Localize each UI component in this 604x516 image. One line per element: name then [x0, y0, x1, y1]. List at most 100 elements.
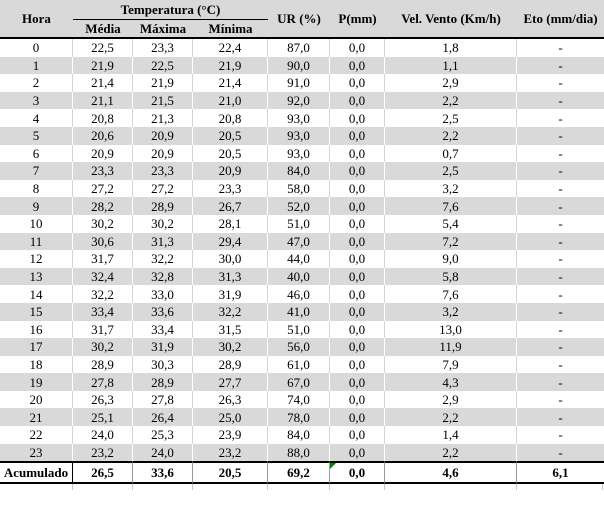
- cell-ur: 78,0: [268, 408, 331, 427]
- cell-minima: 32,2: [193, 302, 269, 321]
- cell-vento: 1,4: [385, 426, 518, 444]
- cell-eto: -: [517, 373, 604, 391]
- cell-media: 25,1: [73, 408, 133, 427]
- cell-media: 27,8: [73, 373, 133, 391]
- col-header-eto: Eto (mm/dia): [517, 0, 604, 39]
- totals-ur: 69,2: [268, 461, 331, 485]
- cell-hora: 22: [0, 426, 73, 444]
- cell-eto: -: [517, 390, 604, 409]
- cell-vento: 5,8: [385, 267, 518, 286]
- cell-ur: 46,0: [268, 285, 331, 303]
- cell-maxima: 22,5: [133, 56, 193, 75]
- cell-eto: -: [517, 162, 604, 180]
- cell-media: 31,7: [73, 250, 133, 268]
- cell-minima: 26,3: [193, 390, 269, 409]
- cell-maxima: 21,3: [133, 109, 193, 127]
- cell-minima: 20,9: [193, 162, 269, 180]
- cell-media: 32,4: [73, 267, 133, 286]
- cell-vento: 2,9: [385, 390, 518, 409]
- cell-p: 0,0: [330, 39, 386, 57]
- cell-ur: 67,0: [268, 373, 331, 391]
- cell-eto: -: [517, 285, 604, 303]
- col-header-p: P(mm): [330, 0, 386, 39]
- cell-media: 21,9: [73, 56, 133, 75]
- cell-minima: 28,9: [193, 355, 269, 374]
- cell-hora: 18: [0, 355, 73, 374]
- cell-ur: 56,0: [268, 338, 331, 356]
- gridline-stubs: [0, 484, 604, 491]
- cell-vento: 2,2: [385, 443, 518, 462]
- cell-maxima: 33,6: [133, 302, 193, 321]
- totals-row: Acumulado 26,5 33,6 20,5 69,2 0,0 4,6 6,…: [0, 461, 604, 485]
- cell-p: 0,0: [330, 162, 386, 180]
- cell-vento: 2,5: [385, 162, 518, 180]
- cell-hora: 10: [0, 214, 73, 233]
- cell-eto: -: [517, 408, 604, 427]
- cell-eto: -: [517, 39, 604, 57]
- header-row-sub: Média Máxima Mínima: [0, 20, 604, 39]
- cell-media: 20,9: [73, 144, 133, 163]
- cell-eto: -: [517, 355, 604, 374]
- table-row: 2 21,4 21,9 21,4 91,0 0,0 2,9-: [0, 74, 604, 92]
- cell-media: 33,4: [73, 302, 133, 321]
- cell-vento: 7,6: [385, 197, 518, 215]
- cell-media: 28,2: [73, 197, 133, 215]
- cell-maxima: 31,9: [133, 338, 193, 356]
- cell-eto: -: [517, 179, 604, 198]
- table-row: 20 26,3 27,8 26,3 74,0 0,0 2,9-: [0, 390, 604, 409]
- cell-hora: 16: [0, 320, 73, 339]
- table-row: 17 30,2 31,9 30,2 56,0 0,0 11,9-: [0, 338, 604, 356]
- cell-p: 0,0: [330, 443, 386, 462]
- col-header-media: Média: [73, 20, 133, 39]
- cell-media: 31,7: [73, 320, 133, 339]
- cell-hora: 23: [0, 443, 73, 462]
- cell-eto: -: [517, 302, 604, 321]
- cell-maxima: 33,0: [133, 285, 193, 303]
- cell-maxima: 28,9: [133, 197, 193, 215]
- cell-ur: 93,0: [268, 144, 331, 163]
- cell-minima: 31,3: [193, 267, 269, 286]
- cell-eto: -: [517, 267, 604, 286]
- cell-vento: 3,2: [385, 179, 518, 198]
- cell-eto: -: [517, 91, 604, 110]
- table-row: 4 20,8 21,3 20,8 93,0 0,0 2,5-: [0, 109, 604, 127]
- cell-ur: 92,0: [268, 91, 331, 110]
- cell-hora: 2: [0, 74, 73, 92]
- cell-media: 23,2: [73, 443, 133, 462]
- cell-ur: 41,0: [268, 302, 331, 321]
- cell-minima: 31,9: [193, 285, 269, 303]
- cell-hora: 1: [0, 56, 73, 75]
- table-body: 0 22,5 23,3 22,4 87,0 0,0 1,8-1 21,9 22,5 21,9 90,…: [0, 39, 604, 462]
- cell-minima: 30,0: [193, 250, 269, 268]
- cell-ur: 51,0: [268, 320, 331, 339]
- cell-ur: 58,0: [268, 179, 331, 198]
- cell-eto: -: [517, 126, 604, 145]
- cell-p: 0,0: [330, 426, 386, 444]
- cell-maxima: 32,8: [133, 267, 193, 286]
- cell-maxima: 30,3: [133, 355, 193, 374]
- table-row: 9 28,2 28,9 26,7 52,0 0,0 7,6-: [0, 197, 604, 215]
- cell-vento: 2,2: [385, 126, 518, 145]
- cell-maxima: 24,0: [133, 443, 193, 462]
- green-corner-triangle-icon: [330, 463, 337, 470]
- cell-media: 21,1: [73, 91, 133, 110]
- cell-eto: -: [517, 56, 604, 75]
- cell-p: 0,0: [330, 144, 386, 163]
- cell-p: 0,0: [330, 267, 386, 286]
- cell-hora: 5: [0, 126, 73, 145]
- table-row: 8 27,2 27,2 23,3 58,0 0,0 3,2-: [0, 179, 604, 198]
- cell-minima: 31,5: [193, 320, 269, 339]
- table-header: Hora Temperatura (°C) UR (%) P(mm) Vel. …: [0, 0, 604, 39]
- col-header-hora: Hora: [0, 0, 73, 39]
- cell-eto: -: [517, 109, 604, 127]
- cell-vento: 13,0: [385, 320, 518, 339]
- cell-minima: 20,5: [193, 126, 269, 145]
- cell-ur: 44,0: [268, 250, 331, 268]
- cell-p: 0,0: [330, 250, 386, 268]
- cell-maxima: 25,3: [133, 426, 193, 444]
- cell-p: 0,0: [330, 355, 386, 374]
- header-row-top: Hora Temperatura (°C) UR (%) P(mm) Vel. …: [0, 0, 604, 39]
- totals-label: Acumulado: [0, 461, 73, 485]
- table-row: 18 28,9 30,3 28,9 61,0 0,0 7,9-: [0, 355, 604, 374]
